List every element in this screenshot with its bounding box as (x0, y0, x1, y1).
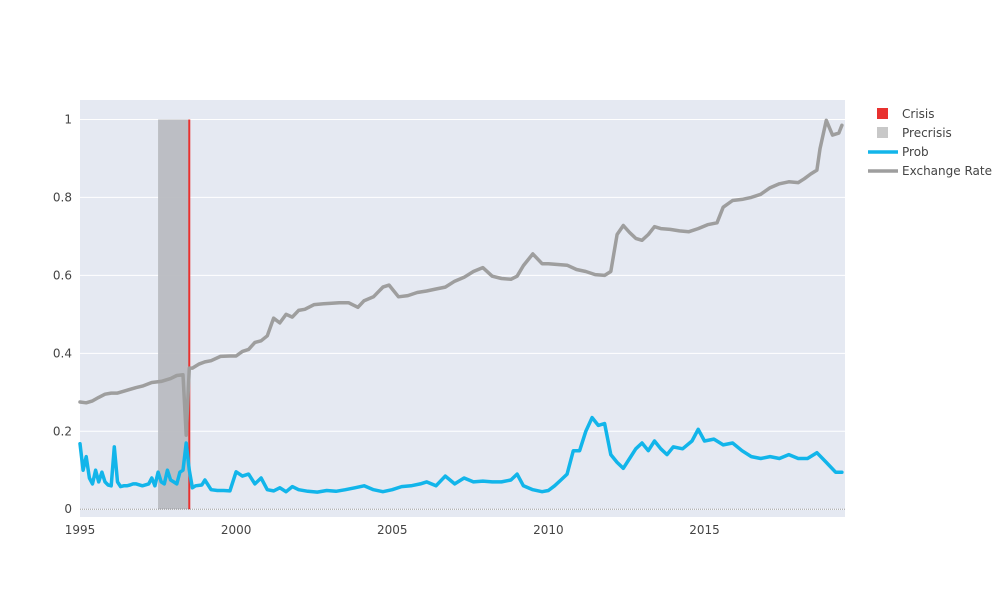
x-tick-label: 2005 (377, 523, 408, 537)
x-tick-label: 2000 (221, 523, 252, 537)
legend-swatch-crisis (877, 108, 888, 119)
axes: 0 0.2 0.4 0.6 0.8 1 1995 2000 2005 2010 2015 (53, 112, 845, 537)
exchange-rate-line (78, 118, 844, 437)
crisis-shapes (158, 119, 191, 510)
y-tick-label: 0.4 (53, 346, 72, 360)
legend-label-exchange-rate: Exchange Rate (902, 164, 992, 178)
legend-swatch-precrisis (877, 127, 888, 138)
legend-label-precrisis: Precrisis (902, 126, 952, 140)
legend-label-crisis: Crisis (902, 107, 934, 121)
y-tick-label: 1 (64, 112, 72, 126)
y-tick-label: 0.2 (53, 424, 72, 438)
grid-lines (80, 118, 845, 510)
series-lines (78, 118, 844, 494)
y-tick-label: 0 (64, 502, 72, 516)
plot-area (80, 100, 845, 517)
x-tick-label: 2015 (689, 523, 720, 537)
x-tick-label: 2010 (533, 523, 564, 537)
prob-line (78, 415, 844, 494)
x-tick-label: 1995 (65, 523, 96, 537)
legend-label-prob: Prob (902, 145, 929, 159)
precrisis-band (158, 119, 190, 510)
y-tick-label: 0.8 (53, 190, 72, 204)
legend: Crisis Precrisis Prob Exchange Rate (868, 107, 992, 178)
y-tick-label: 0.6 (53, 268, 72, 282)
